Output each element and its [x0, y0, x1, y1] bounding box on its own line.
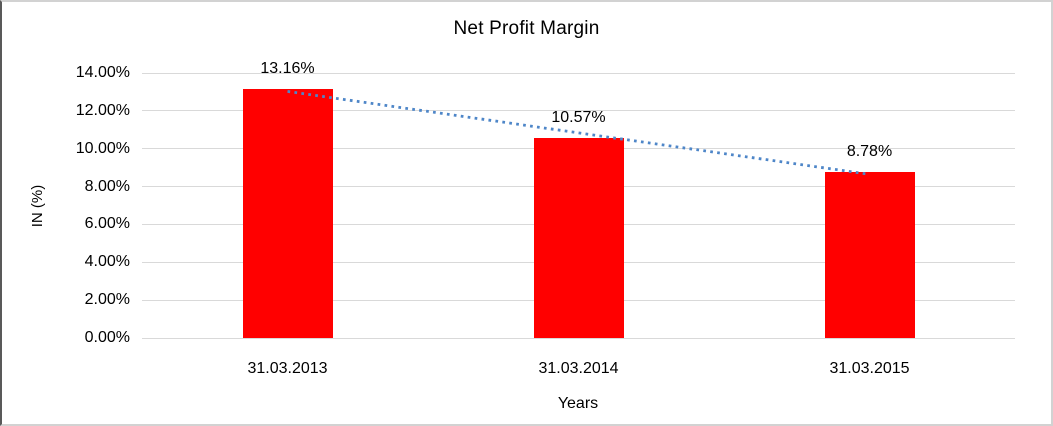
- x-category-label: 31.03.2013: [247, 360, 328, 377]
- y-tick-label: 8.00%: [84, 177, 130, 195]
- chart-title: Net Profit Margin: [453, 18, 600, 39]
- bar: [824, 171, 915, 338]
- y-tick-label: 6.00%: [84, 215, 130, 233]
- y-tick-label: 2.00%: [84, 291, 130, 309]
- x-category-label: 31.03.2014: [538, 360, 619, 377]
- y-tick-label: 14.00%: [75, 64, 130, 81]
- bar-data-label: 8.78%: [846, 142, 893, 160]
- y-tick-label: 0.00%: [84, 329, 130, 346]
- bar: [242, 88, 333, 338]
- gridline: [142, 337, 1015, 339]
- bar-data-label: 13.16%: [260, 59, 315, 77]
- y-axis-title: IN (%): [29, 184, 46, 228]
- y-tick-label: 4.00%: [84, 253, 130, 271]
- bar: [533, 137, 624, 338]
- x-axis-title: Years: [557, 395, 599, 412]
- x-category-label: 31.03.2015: [829, 360, 910, 377]
- bar-data-label: 10.57%: [551, 108, 606, 126]
- y-tick-label: 12.00%: [75, 101, 130, 119]
- y-tick-label: 10.00%: [75, 139, 130, 157]
- gridline: [142, 72, 1015, 74]
